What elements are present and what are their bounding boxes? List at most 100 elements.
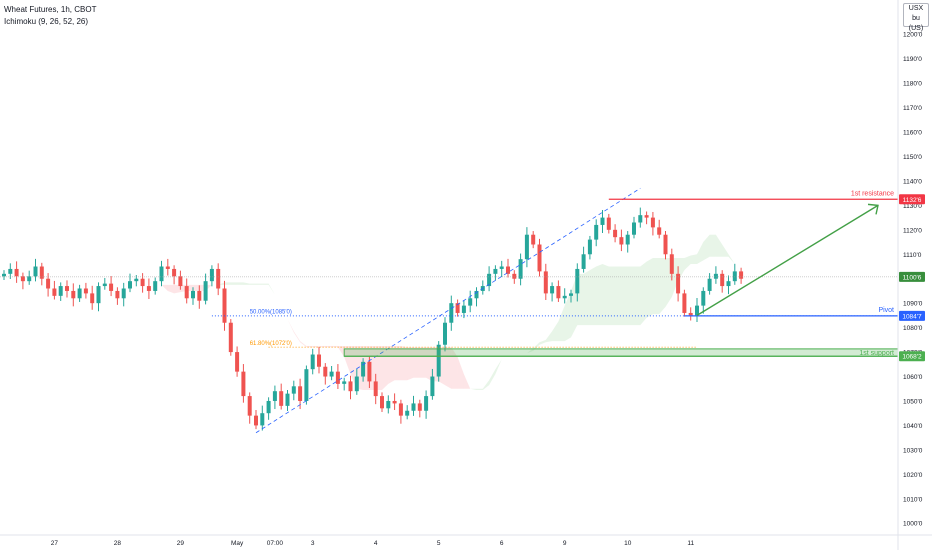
candle-body [71,290,76,299]
candle [90,285,95,310]
price-tick-label: 1010'0 [903,496,923,503]
cloud-segment [274,294,282,310]
price-tick-label: 1120'0 [903,227,922,234]
trend-line [255,187,641,434]
candle [594,219,599,247]
candle [102,277,107,290]
candle [575,263,580,302]
candle [587,235,592,260]
candle-body [247,396,252,416]
candle [304,365,309,405]
price-tags: 1132'6 1100'6 1084'7 1068'2 [899,194,925,362]
candle-body [411,403,416,411]
candle [644,211,649,225]
candle [398,399,403,424]
candle [361,358,366,382]
candle-body [575,268,580,294]
candle [373,373,378,405]
candle-body [172,268,177,277]
indicator-title[interactable]: Ichimoku (9, 26, 52, 26) [4,17,89,26]
candle [632,216,636,239]
cloud-segment [482,380,490,390]
cloud-segment [60,271,67,273]
candle [732,263,737,285]
candle-body [342,381,347,384]
candle [247,392,252,424]
candle-body [323,366,328,377]
cloud-segment [621,266,628,326]
candle-body [398,403,403,416]
cloud-segment [470,388,477,390]
candle-body [550,286,555,294]
candle-body [367,361,372,382]
time-axis[interactable]: 27 28 29 May 07:00 3 4 5 6 9 10 11 [0,534,932,547]
candle-body [77,288,82,299]
cloud-segment [489,369,496,386]
candle-body [216,268,221,289]
candle-body [461,305,466,313]
candle [449,295,454,331]
price-tick-label: 1020'0 [903,472,923,479]
time-tick-label: May [231,540,244,547]
candle-body [518,259,523,279]
price-tick-label: 1200'0 [903,32,923,39]
cloud-segment [728,254,735,265]
cloud-segment [703,234,710,261]
cloud-segment [627,266,634,326]
price-tick-label: 1040'0 [903,423,923,430]
cloud-segment [400,345,408,381]
price-tick-label: 1190'0 [903,56,922,63]
candle [650,211,655,236]
price-tick-label: 1150'0 [903,154,922,161]
cloud-segment [715,234,723,257]
candle [713,266,718,284]
candle-body [600,217,605,225]
time-tick-label: 5 [437,540,441,547]
candle-body [354,376,359,392]
drawing-tools: 1st resistance Pivot 50.00%(1085'0) 61.80%(… [0,187,899,434]
candle [228,319,233,356]
time-tick-label: 07:00 [267,540,284,547]
cloud-segment [256,283,263,285]
candle-body [695,305,699,316]
candle [191,287,195,305]
cloud-segment [652,257,660,315]
candle [235,346,240,377]
cloud-segment [476,388,483,390]
currency-unit-selector[interactable]: USX bu (US) [903,3,929,32]
candle [33,258,38,282]
candle [342,377,347,391]
candle-body [524,234,529,260]
cloud-segment [722,244,729,257]
cloud-segment [514,356,521,360]
candle [663,231,668,260]
price-tick-label: 1000'0 [903,521,923,528]
candle [676,266,681,302]
candle [468,290,473,313]
candle-body [90,293,95,304]
candle [260,405,265,431]
candle [291,380,296,401]
candle [405,405,410,420]
candle-body [594,224,599,240]
price-tick-label: 1110'0 [903,252,922,259]
candle-body [115,290,120,299]
candle [348,375,353,400]
symbol-title[interactable]: Wheat Futures, 1h, CBOT [4,5,97,14]
cloud-segment [394,345,401,381]
price-tick-label: 1160'0 [903,130,922,137]
cloud-segment [552,321,559,342]
pivot-price-tag-text: 1084'7 [902,313,922,320]
candle [216,263,221,296]
candle [172,265,177,285]
cloud-segment [67,272,74,276]
cloud-segment [174,284,181,294]
candle [688,307,693,321]
candle-body [361,361,366,377]
cloud-segment [407,347,414,381]
cloud-segment [331,345,338,348]
candle [329,366,334,381]
candle [726,275,731,295]
price-tick-label: 1130'0 [903,203,922,210]
